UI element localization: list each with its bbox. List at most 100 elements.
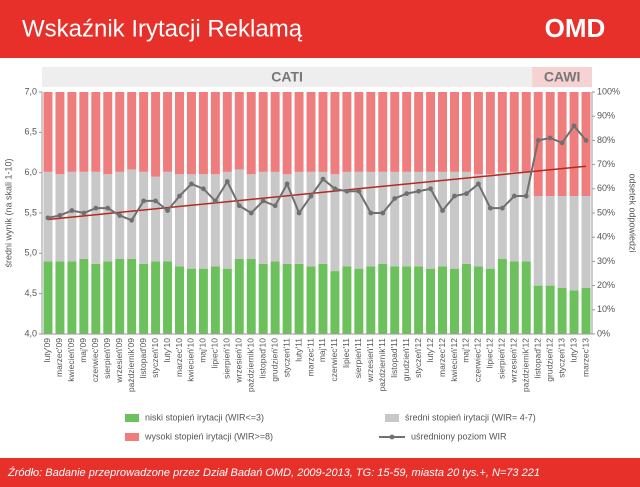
bar-segment (139, 92, 149, 172)
bar-segment (270, 171, 280, 262)
bar-segment (390, 92, 400, 172)
avg-point (332, 186, 338, 192)
avg-point (260, 198, 266, 204)
avg-point (476, 181, 481, 187)
y-tick-label: 7,0 (24, 86, 37, 96)
x-tick-label: kwiecień'10 (186, 338, 196, 382)
x-tick-label: styczeń'10 (150, 338, 160, 378)
avg-point (165, 208, 170, 213)
x-tick-label: marzec'09 (54, 338, 64, 377)
x-tick-label: listopad'11 (389, 338, 399, 378)
y2-tick-label: 10% (597, 304, 615, 314)
bar-segment (139, 263, 149, 334)
avg-point (201, 186, 206, 192)
avg-point (129, 217, 135, 223)
avg-point (153, 198, 158, 204)
bar-segment (127, 92, 137, 170)
x-tick-label: grudzień'11 (401, 338, 411, 381)
legend-swatch (125, 414, 139, 422)
x-tick-label: maj'10 (198, 338, 208, 363)
y2-tick-label: 100% (597, 86, 620, 96)
bar-segment (342, 266, 352, 334)
y2-tick-label: 50% (597, 207, 615, 217)
bar-segment (163, 92, 173, 172)
bar-segment (545, 196, 555, 286)
x-tick-label: styczeń'13 (556, 338, 566, 378)
x-tick-label: sierpień'12 (497, 338, 507, 379)
avg-point (81, 210, 87, 216)
bar-segment (414, 171, 424, 267)
bar-segment (151, 176, 161, 262)
bar-segment (461, 92, 471, 172)
bar-segment (91, 171, 101, 264)
avg-point (248, 210, 254, 216)
bar-segment (246, 174, 256, 259)
bar-segment (378, 92, 388, 172)
x-tick-label: luty'13 (568, 338, 578, 363)
section-label: CAWI (544, 69, 581, 85)
bar-segment (234, 92, 244, 170)
bar-segment (318, 171, 328, 264)
bar-segment (234, 169, 244, 259)
avg-point (296, 210, 302, 216)
bar-segment (485, 174, 495, 269)
bar-segment (450, 268, 459, 334)
y2-tick-label: 90% (597, 111, 615, 121)
avg-point (404, 191, 410, 197)
bar-segment (509, 92, 519, 172)
bar-segment (282, 174, 292, 264)
y2-tick-label: 40% (597, 232, 615, 242)
avg-point (69, 208, 75, 213)
x-tick-label: maj'11 (317, 338, 327, 362)
bar-segment (426, 171, 436, 269)
bar-segment (366, 171, 376, 267)
bar-segment (473, 266, 483, 334)
avg-point (117, 213, 123, 218)
bar-segment (163, 171, 173, 262)
bar-segment (426, 268, 436, 334)
avg-point (189, 181, 194, 187)
x-tick-label: kwiecień'12 (449, 338, 459, 382)
avg-point (45, 215, 51, 221)
bar-segment (127, 258, 137, 334)
section-band (532, 67, 592, 87)
bar-segment (354, 92, 364, 172)
x-tick-label: październik'11 (377, 338, 387, 392)
x-tick-label: listopad'12 (532, 338, 542, 379)
bar-segment (318, 263, 328, 334)
bar-segment (366, 266, 376, 334)
bar-segment (234, 258, 244, 334)
x-tick-label: luty'11 (293, 338, 303, 362)
section-label: CATI (271, 69, 303, 85)
x-tick-label: lipiec'11 (341, 338, 351, 368)
section-band (42, 67, 533, 87)
bar-segment (497, 171, 507, 259)
x-tick-label: wrzesień'10 (234, 338, 244, 384)
avg-point (416, 188, 422, 194)
x-tick-label: czerwiec'12 (473, 338, 483, 382)
bar-segment (461, 263, 471, 334)
bar-segment (222, 92, 232, 172)
x-tick-label: marzec'12 (437, 338, 447, 377)
bar-segment (246, 92, 256, 175)
bar-segment (222, 268, 232, 334)
avg-point (320, 176, 326, 182)
avg-point (452, 193, 457, 199)
bar-segment (473, 174, 483, 267)
bar-segment (163, 261, 173, 334)
avg-point (212, 198, 218, 204)
bar-segment (378, 263, 388, 334)
bar-segment (521, 92, 531, 172)
avg-point (571, 123, 577, 129)
avg-point (284, 181, 290, 187)
bar-segment (306, 171, 316, 267)
x-tick-label: marzec'13 (580, 338, 590, 377)
legend-label: średni stopień irytacji (WIR= 4-7) (405, 412, 536, 422)
bar-segment (55, 261, 65, 334)
bar-segment (282, 92, 292, 175)
bar-segment (342, 92, 352, 172)
bar-segment (450, 92, 459, 172)
bar-segment (581, 196, 591, 289)
avg-line (47, 124, 587, 222)
y-tick-label: 6,0 (24, 167, 37, 177)
